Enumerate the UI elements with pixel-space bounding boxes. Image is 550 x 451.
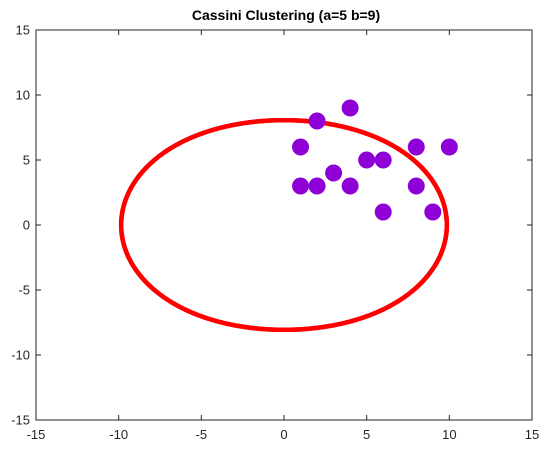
data-point xyxy=(292,138,310,156)
x-tick-label: -15 xyxy=(27,427,46,442)
axes-frame xyxy=(35,29,533,421)
data-point xyxy=(341,177,359,195)
data-point xyxy=(308,112,326,130)
data-point xyxy=(292,177,310,195)
data-point xyxy=(308,177,326,195)
y-tick-label: -10 xyxy=(11,348,30,363)
x-tick-label: 5 xyxy=(363,427,370,442)
y-tick-label: 15 xyxy=(16,23,30,38)
data-point xyxy=(374,151,392,169)
x-tick-label: -5 xyxy=(196,427,208,442)
x-tick-label: 10 xyxy=(442,427,456,442)
data-point xyxy=(440,138,458,156)
x-tick-label: -10 xyxy=(109,427,128,442)
x-tick-label: 0 xyxy=(280,427,287,442)
chart-title: Cassini Clustering (a=5 b=9) xyxy=(192,7,380,23)
data-point xyxy=(325,164,343,182)
points xyxy=(292,99,458,221)
plot-area xyxy=(36,30,532,420)
axes-box xyxy=(35,29,533,421)
y-tick-label: 10 xyxy=(16,88,30,103)
x-tick-label: 15 xyxy=(525,427,539,442)
y-tick-label: 0 xyxy=(23,218,30,233)
data-point xyxy=(358,151,376,169)
cassini-oval-2 xyxy=(118,117,450,333)
axes: -15 -10 -5 0 5 10 15 -15 -10 -5 0 5 10 15 xyxy=(11,23,539,443)
data-point xyxy=(341,99,359,117)
y-tick-label: 5 xyxy=(23,153,30,168)
data-point xyxy=(407,177,425,195)
y-tick-label: -5 xyxy=(18,283,30,298)
y-tick-label: -15 xyxy=(11,413,30,428)
curves xyxy=(118,117,450,333)
data-point xyxy=(374,203,392,221)
data-point xyxy=(424,203,442,221)
data-point xyxy=(407,138,425,156)
